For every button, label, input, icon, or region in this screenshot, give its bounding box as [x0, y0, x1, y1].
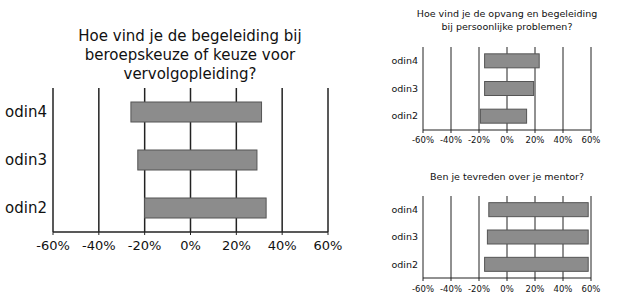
chart-canvas: Hoe vind je de begeleiding bijberoepskeu… [0, 0, 627, 308]
grid-line [423, 47, 424, 130]
tick-label: -60% [412, 284, 434, 294]
chart-title: Hoe vind je de opvang en begeleidingbij … [417, 8, 597, 32]
tick-label: 20% [222, 238, 251, 253]
tick-label: 20% [526, 284, 545, 294]
tick-label: 0% [500, 284, 514, 294]
chart-panel: Hoe vind je de begeleiding bijberoepskeu… [5, 27, 342, 253]
grid-line [98, 88, 100, 232]
x-axis [423, 278, 591, 279]
grid-line [451, 196, 452, 278]
tick-label: -20% [468, 284, 490, 294]
tick-label: -60% [36, 238, 70, 253]
tick-label: 40% [268, 238, 297, 253]
tick-label: 40% [554, 284, 573, 294]
bars [485, 203, 589, 272]
tick-label: 60% [582, 284, 601, 294]
grid-line [479, 47, 480, 130]
chart-panel: Ben je tevreden over je mentor? -60% -40%-… [391, 171, 600, 294]
chart-title: Hoe vind je de begeleiding bijberoepskeu… [78, 27, 301, 83]
category-label: odin3 [5, 151, 47, 169]
x-axis [423, 130, 591, 131]
tick-label: -40% [440, 284, 462, 294]
tick-label: 40% [554, 135, 573, 145]
tick-label: 60% [314, 238, 343, 253]
grid-line [591, 47, 592, 130]
tick-label: -60% [412, 135, 434, 145]
tick-label: 0% [500, 135, 514, 145]
grid-line [563, 47, 564, 130]
chart-panel: Hoe vind je de opvang en begeleidingbij … [391, 8, 600, 145]
bars [131, 102, 266, 218]
category-label: odin2 [391, 110, 418, 121]
category-label: odin4 [391, 204, 418, 215]
category-label: odin3 [391, 231, 418, 242]
grid-line [327, 88, 329, 232]
tick-label: 0% [180, 238, 201, 253]
bar [131, 102, 262, 122]
tick-label: -20% [468, 135, 490, 145]
grid-line [281, 88, 283, 232]
tick-label: 20% [526, 135, 545, 145]
chart-title: Ben je tevreden over je mentor? [430, 171, 584, 182]
tick-label: -40% [440, 135, 462, 145]
category-label: odin3 [391, 83, 418, 94]
grid-line [451, 47, 452, 130]
x-axis [53, 231, 328, 233]
category-label: odin2 [391, 259, 418, 270]
grid-line [423, 196, 424, 278]
tick-label: -20% [128, 238, 162, 253]
bar [487, 230, 588, 244]
tick-label: -40% [82, 238, 116, 253]
category-label: odin4 [391, 55, 418, 66]
bar [138, 150, 257, 170]
bar [145, 198, 266, 218]
grid-line [591, 196, 592, 278]
bar [485, 54, 540, 68]
grid-line [52, 88, 54, 232]
bar [489, 203, 588, 217]
grid-line [479, 196, 480, 278]
category-label: odin4 [5, 103, 47, 121]
bar [480, 109, 526, 123]
bar [485, 257, 589, 271]
bars [480, 54, 539, 123]
bar [485, 82, 534, 96]
tick-label: 60% [582, 135, 601, 145]
category-label: odin2 [5, 199, 47, 217]
